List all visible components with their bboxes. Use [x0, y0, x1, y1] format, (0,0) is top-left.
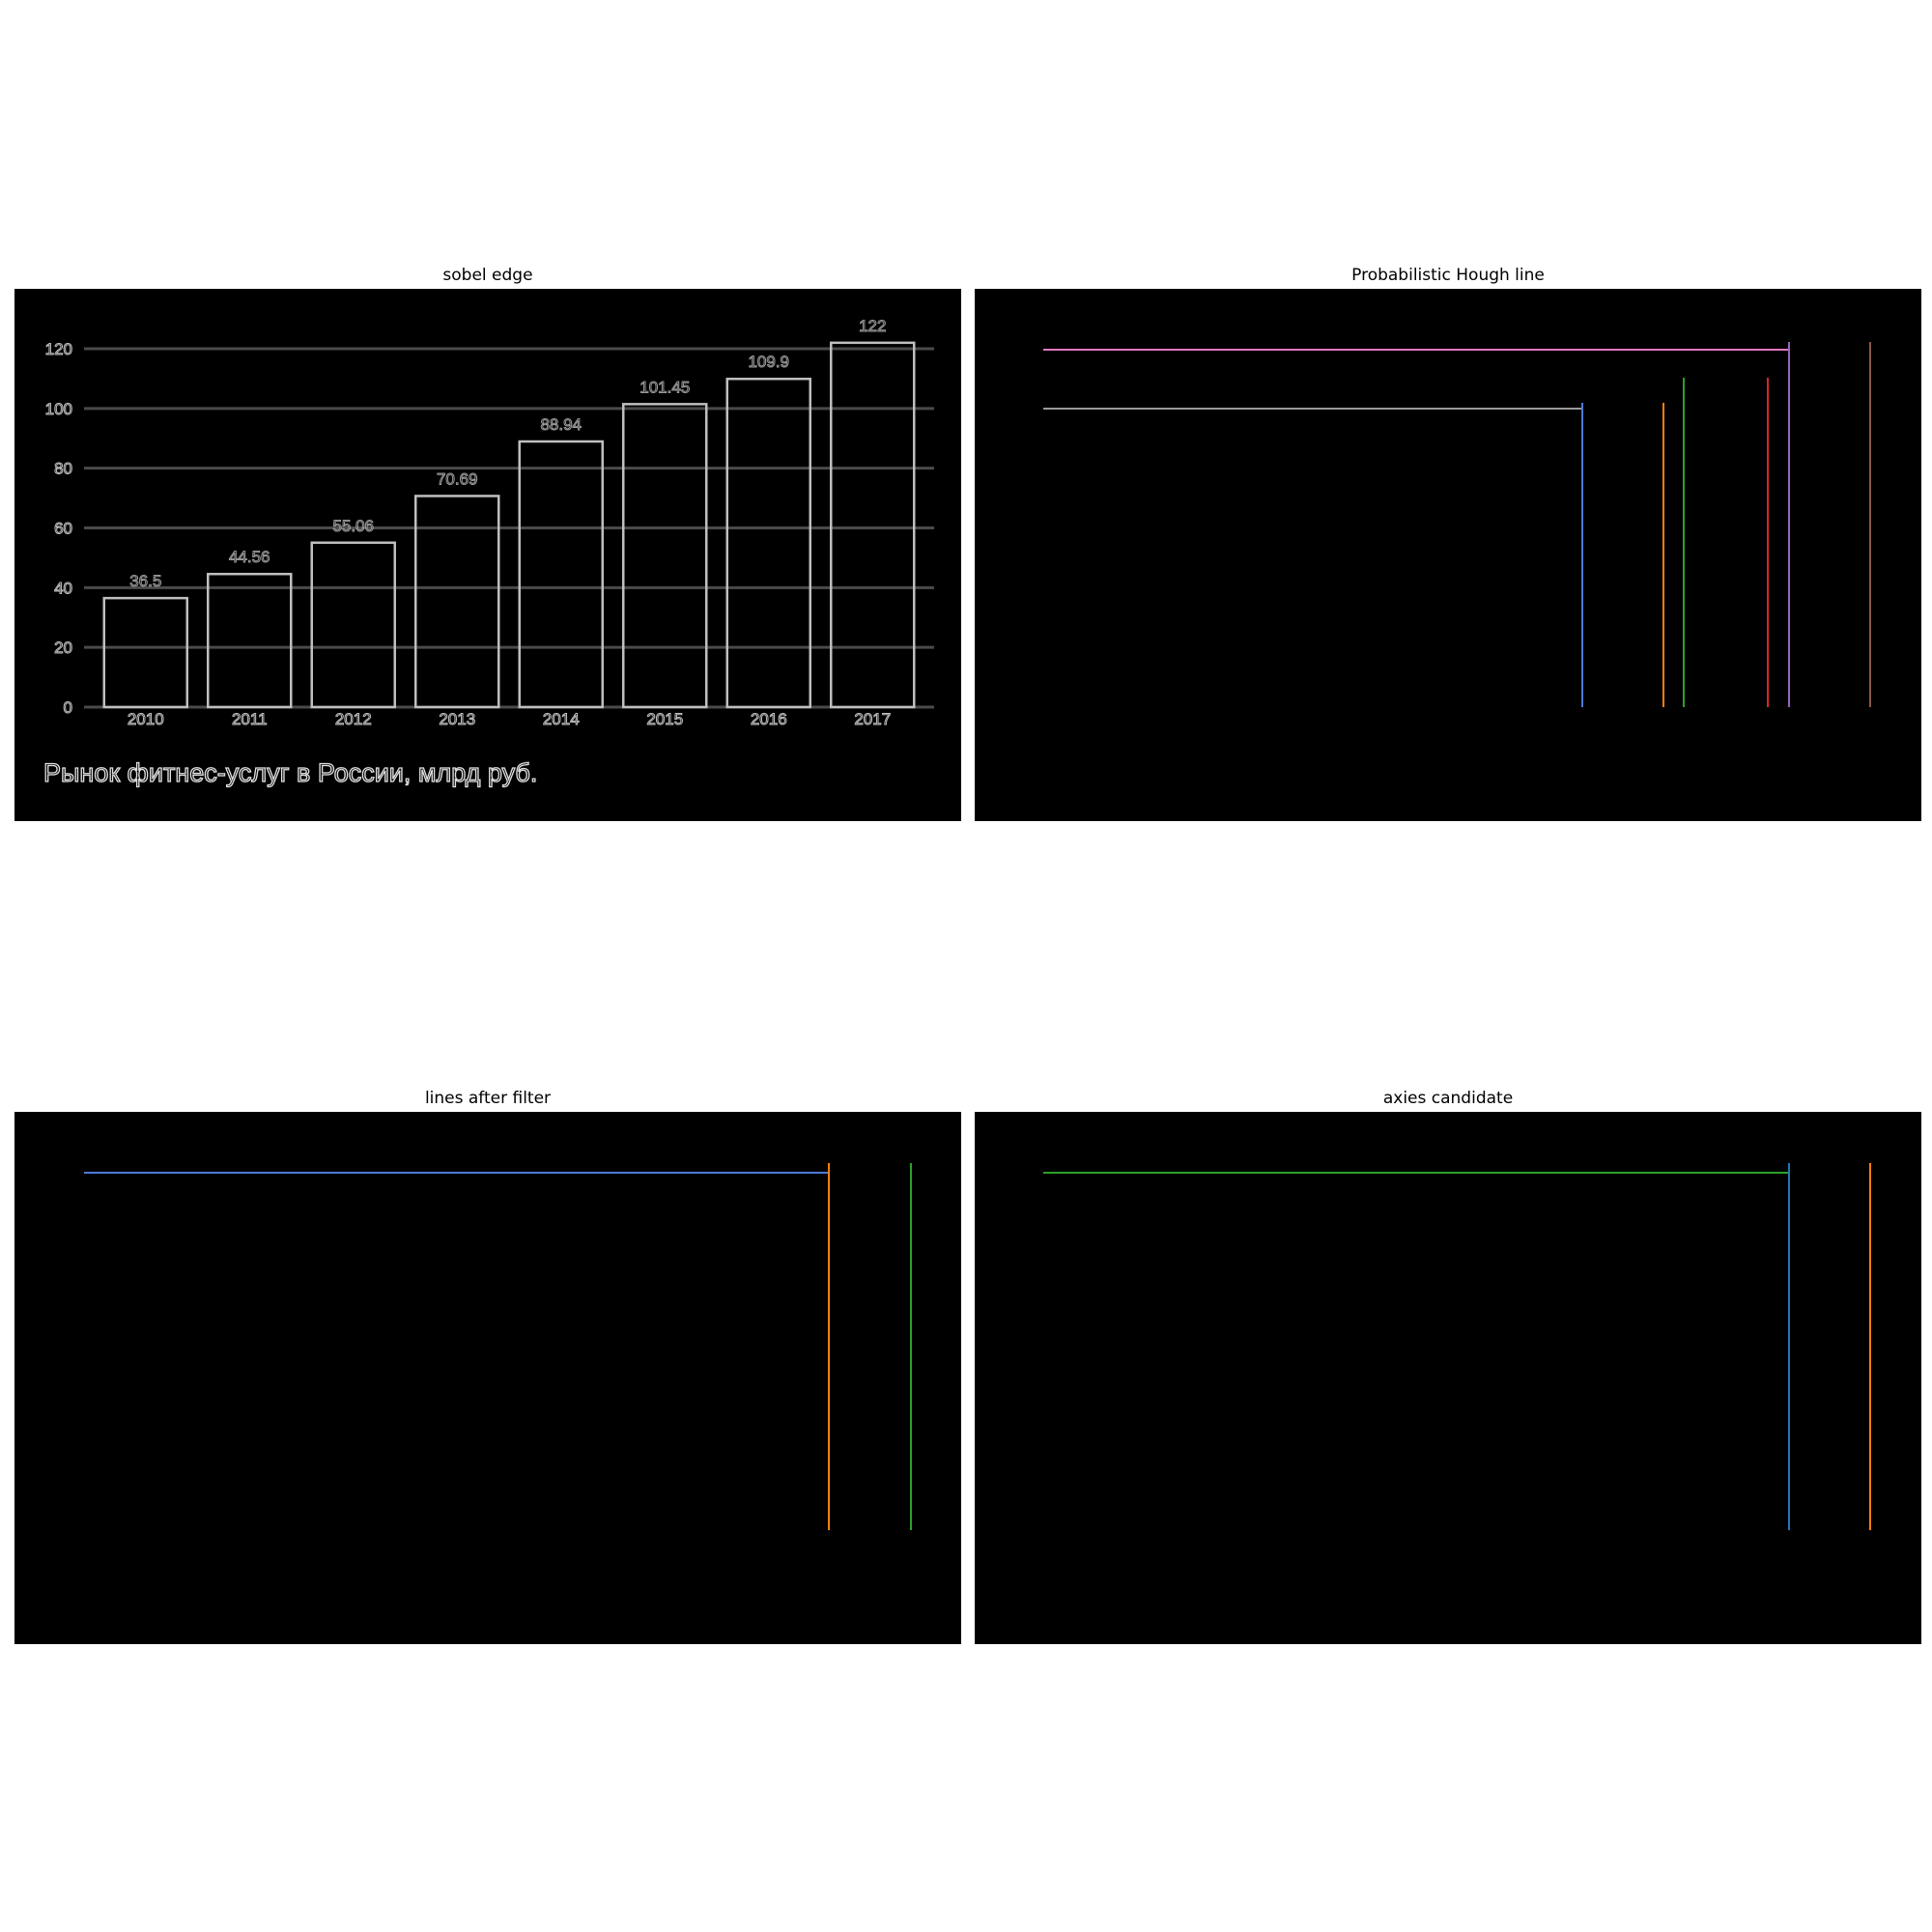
x-tick-label: 2014 [543, 710, 580, 728]
y-tick-label: 80 [54, 460, 72, 478]
filtered-lines-panel [14, 1112, 961, 1644]
chart-caption: Рынок фитнес-услуг в России, млрд руб. [43, 758, 537, 787]
bar-value-label: 44.56 [229, 548, 270, 566]
hough-line-panel [975, 289, 1921, 821]
y-tick-label: 100 [45, 400, 72, 418]
bar-value-label: 36.5 [129, 572, 161, 590]
bar-2015 [622, 403, 708, 709]
bar-2013 [414, 495, 500, 709]
hough-panel-title: Probabilistic Hough line [1351, 266, 1545, 285]
x-tick-label: 2017 [854, 710, 891, 728]
axes-candidate-plot [1043, 1163, 1871, 1530]
bar-2016 [725, 377, 811, 709]
x-tick-label: 2013 [439, 710, 475, 728]
x-tick-label: 2010 [128, 710, 164, 728]
hough-line-plot [1043, 342, 1871, 707]
axes-candidate-panel [975, 1112, 1921, 1644]
x-tick-label: 2015 [646, 710, 683, 728]
y-tick-label: 40 [54, 579, 72, 597]
bar-value-label: 109.9 [748, 353, 789, 371]
bar-2014 [518, 440, 604, 709]
bar-2010 [102, 596, 188, 709]
x-tick-label: 2016 [751, 710, 787, 728]
bar-value-label: 101.45 [639, 378, 690, 396]
bar-value-label: 55.06 [332, 517, 374, 535]
x-tick-label: 2011 [232, 710, 268, 728]
sobel-panel-title: sobel edge [442, 266, 533, 285]
bar-value-label: 70.69 [437, 469, 478, 488]
y-tick-label: 0 [64, 698, 72, 717]
bar-value-label: 122 [859, 317, 886, 335]
filtered-panel-title: lines after filter [424, 1089, 552, 1108]
bar-value-label: 88.94 [540, 415, 582, 434]
filtered-lines-plot [84, 1163, 912, 1530]
x-tick-label: 2012 [335, 710, 372, 728]
bar-2017 [830, 341, 916, 709]
axes-panel-title: axies candidate [1382, 1089, 1514, 1108]
sobel-edge-chart: 0 20 40 60 80 100 120 36.5 2010 44.56 2011 55.06 201… [43, 316, 934, 788]
y-tick-label: 120 [45, 340, 72, 358]
sobel-edge-panel: 0 20 40 60 80 100 120 36.5 2010 44.56 2011 55.06 201… [14, 289, 961, 821]
y-tick-label: 20 [54, 639, 72, 657]
bar-2011 [207, 572, 293, 709]
y-tick-label: 60 [54, 520, 72, 538]
bar-2012 [310, 541, 396, 709]
